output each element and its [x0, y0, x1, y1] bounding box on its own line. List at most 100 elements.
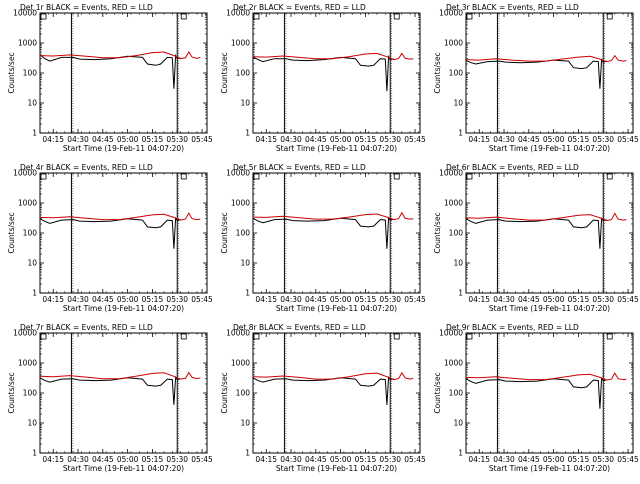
- y-tick-label: 100: [23, 389, 38, 398]
- corner-marker: [253, 173, 260, 180]
- x-axis-label: Start Time (19-Feb-11 04:07:20): [63, 304, 184, 313]
- x-tick-label: 04:45: [92, 455, 114, 464]
- series-line-lld: [39, 212, 201, 221]
- y-tick-label: 1: [245, 449, 250, 458]
- x-tick-label: 04:30: [493, 135, 515, 144]
- x-tick-label: 05:00: [330, 455, 352, 464]
- x-tick-label: 04:45: [518, 135, 540, 144]
- x-tick-label: 05:00: [117, 295, 139, 304]
- corner-marker: [253, 13, 260, 20]
- x-tick-label: 04:45: [518, 455, 540, 464]
- y-tick-label: 1000: [444, 359, 463, 368]
- y-axis-label: Counts/sec: [220, 52, 229, 93]
- y-axis-label: Counts/sec: [7, 212, 16, 253]
- series-line-lld: [465, 372, 627, 381]
- panel-3: Det 3r BLACK = Events, RED = LLD 1 10 100 10…: [433, 3, 639, 153]
- corner-marker: [180, 13, 187, 20]
- y-tick-label: 10: [453, 259, 463, 268]
- y-tick-label: 1: [32, 449, 37, 458]
- x-tick-label: 04:30: [280, 135, 302, 144]
- x-tick-label: 05:15: [142, 135, 164, 144]
- series-line-events: [252, 54, 394, 92]
- x-tick-label: 05:30: [592, 135, 614, 144]
- series-line-events: [252, 216, 394, 249]
- x-axis-label: Start Time (19-Feb-11 04:07:20): [489, 464, 610, 473]
- panel-4: Det 4r BLACK = Events, RED = LLD 1 10 100 10…: [7, 163, 213, 313]
- y-tick-label: 100: [449, 389, 464, 398]
- series-line-lld: [465, 54, 627, 63]
- y-tick-label: 10: [240, 99, 250, 108]
- x-tick-label: 05:30: [166, 135, 188, 144]
- x-tick-label: 05:00: [543, 135, 565, 144]
- x-tick-label: 05:15: [568, 295, 590, 304]
- y-tick-label: 1000: [18, 359, 37, 368]
- y-tick-label: 10: [27, 419, 37, 428]
- panel-1: Det 1r BLACK = Events, RED = LLD 1 10 100 10…: [7, 3, 213, 153]
- x-axis-label: Start Time (19-Feb-11 04:07:20): [276, 464, 397, 473]
- x-tick-label: 04:30: [67, 295, 89, 304]
- plot-frame: [465, 172, 634, 294]
- x-tick-label: 04:45: [518, 295, 540, 304]
- x-tick-label: 05:30: [592, 455, 614, 464]
- x-axis-label: Start Time (19-Feb-11 04:07:20): [63, 144, 184, 153]
- corner-marker: [40, 173, 47, 180]
- x-tick-label: 05:15: [355, 455, 377, 464]
- x-tick-label: 05:30: [379, 455, 401, 464]
- corner-marker: [180, 173, 187, 180]
- plot-frame: [465, 332, 634, 454]
- x-tick-label: 04:30: [493, 295, 515, 304]
- corner-marker: [40, 13, 47, 20]
- corner-marker: [40, 333, 47, 340]
- series-line-events: [39, 53, 181, 89]
- y-tick-label: 1: [32, 129, 37, 138]
- x-tick-label: 04:15: [42, 135, 64, 144]
- y-tick-label: 1000: [231, 359, 250, 368]
- series-line-lld: [252, 211, 414, 221]
- y-tick-label: 1000: [444, 199, 463, 208]
- x-tick-label: 04:45: [305, 135, 327, 144]
- y-tick-label: 100: [236, 69, 251, 78]
- corner-marker: [393, 13, 400, 20]
- y-tick-label: 10: [453, 99, 463, 108]
- y-tick-label: 10: [240, 259, 250, 268]
- x-tick-label: 05:30: [592, 295, 614, 304]
- y-tick-label: 1000: [18, 39, 37, 48]
- series-line-lld: [465, 212, 627, 222]
- x-axis-label: Start Time (19-Feb-11 04:07:20): [489, 304, 610, 313]
- series-line-events: [39, 216, 181, 249]
- y-tick-label: 10000: [439, 9, 463, 18]
- x-tick-label: 05:45: [404, 455, 426, 464]
- x-tick-label: 05:45: [191, 295, 213, 304]
- y-tick-label: 10: [453, 419, 463, 428]
- x-tick-label: 05:45: [404, 135, 426, 144]
- x-tick-label: 05:00: [543, 295, 565, 304]
- x-tick-label: 04:30: [280, 455, 302, 464]
- y-axis-label: Counts/sec: [7, 372, 16, 413]
- panel-title: Det 3r BLACK = Events, RED = LLD: [446, 3, 579, 12]
- series-line-events: [465, 58, 607, 89]
- x-tick-label: 05:45: [617, 455, 639, 464]
- x-tick-label: 04:15: [255, 295, 277, 304]
- plot-frame: [252, 12, 421, 134]
- panel-6: Det 6r BLACK = Events, RED = LLD 1 10 100 10…: [433, 163, 639, 313]
- y-tick-label: 10: [27, 259, 37, 268]
- series-line-lld: [39, 371, 201, 380]
- panel-7: Det 7r BLACK = Events, RED = LLD 1 10 100 10…: [7, 323, 213, 473]
- series-line-lld: [39, 51, 201, 60]
- panel-8: Det 8r BLACK = Events, RED = LLD 1 10 100 10…: [220, 323, 426, 473]
- plot-frame: [465, 12, 634, 134]
- x-tick-label: 04:30: [67, 455, 89, 464]
- x-tick-label: 04:45: [92, 135, 114, 144]
- x-axis-label: Start Time (19-Feb-11 04:07:20): [276, 144, 397, 153]
- plot-frame: [39, 332, 208, 454]
- x-tick-label: 05:15: [142, 455, 164, 464]
- y-tick-label: 100: [23, 69, 38, 78]
- x-tick-label: 04:45: [92, 295, 114, 304]
- panel-title: Det 6r BLACK = Events, RED = LLD: [446, 163, 579, 172]
- y-tick-label: 100: [449, 229, 464, 238]
- x-tick-label: 05:30: [379, 135, 401, 144]
- y-tick-label: 1000: [231, 39, 250, 48]
- corner-marker: [466, 173, 473, 180]
